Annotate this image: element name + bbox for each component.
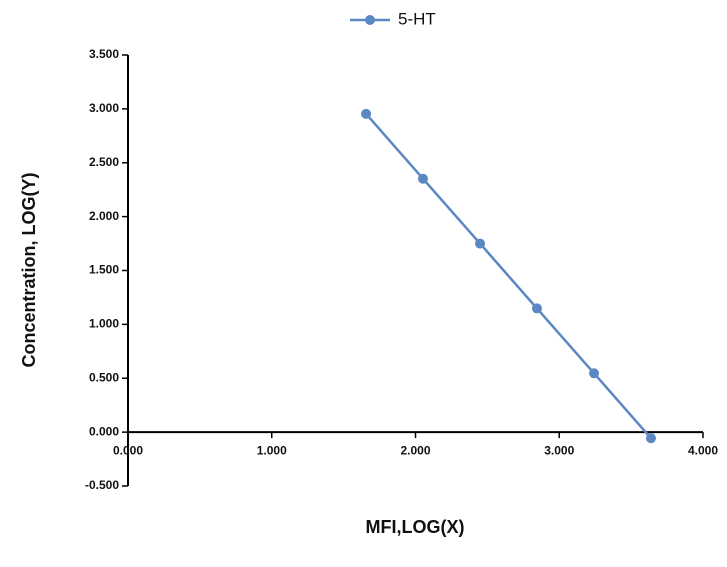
y-tick-label: 2.000 (89, 209, 119, 223)
x-tick-label: 2.000 (400, 443, 430, 457)
data-point (475, 238, 486, 249)
data-point (361, 108, 372, 119)
legend-marker (365, 15, 375, 25)
x-tick-label: 4.000 (688, 443, 718, 457)
y-tick-label: 2.500 (89, 155, 119, 169)
x-tick-label: 3.000 (544, 443, 574, 457)
legend-label: 5-HT (398, 9, 436, 28)
y-tick-label: 0.000 (89, 424, 119, 438)
data-point (531, 303, 542, 314)
y-tick-label: 3.000 (89, 101, 119, 115)
data-point (589, 368, 600, 379)
y-tick-label: -0.500 (85, 478, 119, 492)
x-tick-label: 1.000 (257, 443, 287, 457)
y-tick-label: 0.500 (89, 370, 119, 384)
x-tick-label: 0.000 (113, 443, 143, 457)
data-point (645, 433, 656, 444)
data-point (417, 173, 428, 184)
y-axis-title: Concentration, LOG(Y) (19, 173, 39, 368)
y-tick-label: 1.000 (89, 317, 119, 331)
y-tick-label: 3.500 (89, 47, 119, 61)
x-axis-title: MFI,LOG(X) (366, 517, 465, 537)
y-tick-label: 1.500 (89, 263, 119, 277)
series-line (365, 113, 652, 439)
